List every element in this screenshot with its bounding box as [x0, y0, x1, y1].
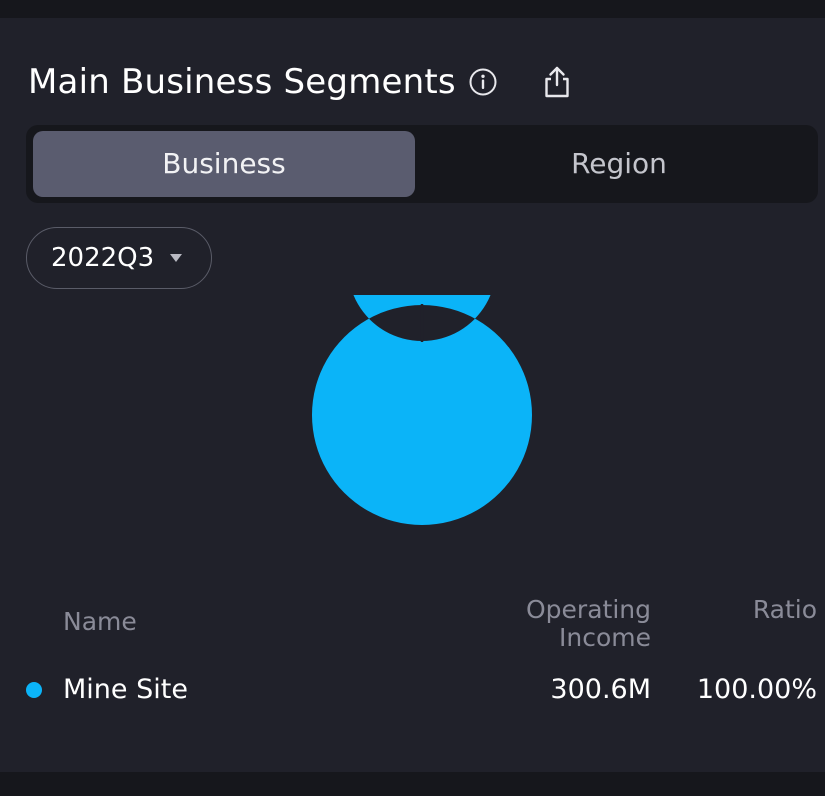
column-header-operating-income-text: Operating Income: [526, 595, 651, 652]
column-header-operating-income: Operating Income: [480, 596, 651, 652]
column-header-ratio: Ratio: [752, 595, 817, 624]
segment-tabs: Business Region: [26, 125, 818, 203]
page-title: Main Business Segments: [28, 62, 456, 102]
period-value: 2022Q3: [51, 243, 155, 273]
legend-dot: [26, 682, 42, 698]
segment-ratio: 100.00%: [696, 674, 817, 705]
info-icon[interactable]: [468, 67, 498, 97]
column-header-name: Name: [63, 607, 137, 636]
caret-down-icon: [170, 254, 183, 262]
segment-operating-income: 300.6M: [550, 674, 651, 705]
share-icon[interactable]: [540, 64, 574, 100]
title-row: Main Business Segments: [28, 56, 574, 108]
donut-chart: [311, 295, 532, 525]
tab-business[interactable]: Business: [33, 131, 415, 197]
period-dropdown[interactable]: 2022Q3: [26, 227, 212, 289]
donut-slice-mine-site[interactable]: [311, 295, 532, 525]
table-row[interactable]: Mine Site 300.6M 100.00%: [0, 668, 825, 712]
segment-name: Mine Site: [63, 674, 188, 705]
business-segments-panel: Main Business Segments Business Region: [0, 18, 825, 772]
tab-region[interactable]: Region: [571, 147, 667, 180]
